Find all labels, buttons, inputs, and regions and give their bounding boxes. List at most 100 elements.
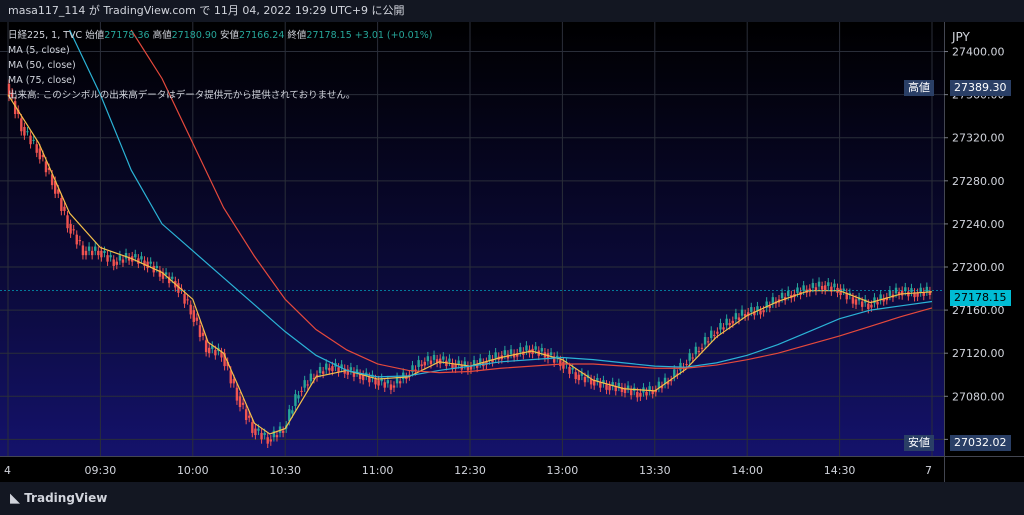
- candle-body: [32, 139, 35, 141]
- candle-body: [876, 301, 879, 305]
- low-badge-value: 27032.02: [950, 435, 1011, 451]
- candle-body: [608, 385, 611, 391]
- candle-body: [63, 206, 66, 211]
- candle-body: [124, 253, 128, 259]
- candle-body: [787, 290, 790, 297]
- time-axis[interactable]: [0, 456, 944, 482]
- candle-body: [66, 215, 69, 229]
- ma75-line: [130, 29, 933, 374]
- candle-body: [420, 364, 423, 367]
- candle-body: [888, 290, 892, 296]
- candle-body: [494, 352, 497, 358]
- candle-body: [534, 346, 537, 350]
- candle-body: [796, 287, 799, 293]
- candle-body: [824, 285, 827, 291]
- candle-body: [762, 310, 765, 313]
- legend-high-value: 27180.90: [171, 30, 217, 41]
- candle-body: [580, 372, 584, 376]
- candle-body: [867, 303, 870, 310]
- candle-body: [208, 347, 211, 354]
- candle-body: [426, 356, 430, 362]
- candle-body: [41, 154, 45, 158]
- candle-body: [636, 391, 639, 398]
- candle-body: [352, 371, 356, 377]
- candle-body: [845, 292, 848, 300]
- candle-body: [346, 369, 349, 375]
- axis-corner: [944, 456, 1024, 482]
- candle-body: [161, 272, 165, 279]
- candle-body: [620, 387, 624, 392]
- candle-body: [189, 304, 192, 315]
- candle-body: [448, 358, 451, 362]
- candle-body: [325, 363, 328, 370]
- candle-body: [29, 135, 32, 145]
- candle-body: [312, 377, 316, 380]
- candle-body: [257, 428, 260, 431]
- candle-body: [442, 356, 445, 360]
- candle-body: [20, 118, 23, 132]
- candle-body: [719, 323, 722, 330]
- legend-ma75[interactable]: MA (75, close): [8, 75, 76, 86]
- candle-body: [50, 174, 54, 186]
- candle-body: [47, 167, 51, 171]
- candle-body: [10, 92, 14, 97]
- candle-body: [306, 384, 309, 386]
- candle-body: [97, 250, 100, 256]
- candle-body: [848, 292, 852, 296]
- candle-body: [589, 379, 593, 385]
- candle-body: [928, 291, 932, 296]
- y-tick-label: 27240.00: [952, 218, 1005, 231]
- candle-body: [516, 353, 519, 357]
- candle-body: [583, 376, 587, 383]
- candle-body: [229, 370, 232, 384]
- candle-body: [713, 334, 716, 336]
- candle-body: [439, 358, 442, 364]
- candle-body: [897, 292, 901, 296]
- candle-body: [297, 395, 300, 399]
- candle-body: [814, 287, 818, 291]
- candle-body: [913, 292, 916, 298]
- candle-body: [149, 261, 152, 264]
- currency-label[interactable]: JPY: [952, 30, 970, 44]
- candle-body: [417, 360, 420, 367]
- candle-body: [81, 245, 85, 256]
- candle-body: [740, 309, 744, 316]
- candle-body: [759, 310, 762, 315]
- candle-body: [263, 432, 266, 436]
- candle-body: [44, 161, 48, 173]
- legend-ma50[interactable]: MA (50, close): [8, 60, 76, 71]
- candle-body: [331, 366, 334, 372]
- candle-body: [318, 366, 322, 374]
- candle-body: [235, 387, 239, 401]
- candle-body: [830, 286, 833, 292]
- candle-body: [602, 380, 605, 384]
- legend-ma5[interactable]: MA (5, close): [8, 45, 70, 56]
- candle-body: [278, 426, 282, 433]
- candle-body: [451, 362, 454, 369]
- candle-body: [842, 288, 845, 291]
- candle-body: [140, 256, 143, 260]
- candle-body: [167, 276, 171, 284]
- candle-body: [386, 380, 390, 384]
- candle-body: [657, 381, 661, 388]
- candle-body: [651, 390, 654, 395]
- legend: 日経225, 1, TVC 始値27178.36 高値27180.90 安値27…: [8, 28, 432, 103]
- candle-body: [728, 323, 731, 326]
- candle-body: [337, 367, 340, 373]
- tradingview-logo[interactable]: ◣ TradingView: [10, 491, 107, 506]
- candle-body: [771, 297, 775, 304]
- candle-body: [916, 292, 919, 297]
- candle-body: [358, 373, 362, 380]
- candle-body: [904, 287, 907, 292]
- candle-body: [281, 430, 285, 433]
- candle-body: [272, 430, 276, 438]
- candle-body: [540, 348, 544, 352]
- candle-body: [26, 131, 29, 133]
- candle-body: [466, 365, 470, 371]
- candle-body: [380, 377, 383, 382]
- candle-body: [666, 382, 670, 385]
- y-tick-label: 27080.00: [952, 390, 1005, 403]
- tradingview-logo-icon: ◣: [10, 491, 20, 506]
- ma50-line: [69, 29, 933, 378]
- legend-low-label: 安値: [220, 30, 240, 41]
